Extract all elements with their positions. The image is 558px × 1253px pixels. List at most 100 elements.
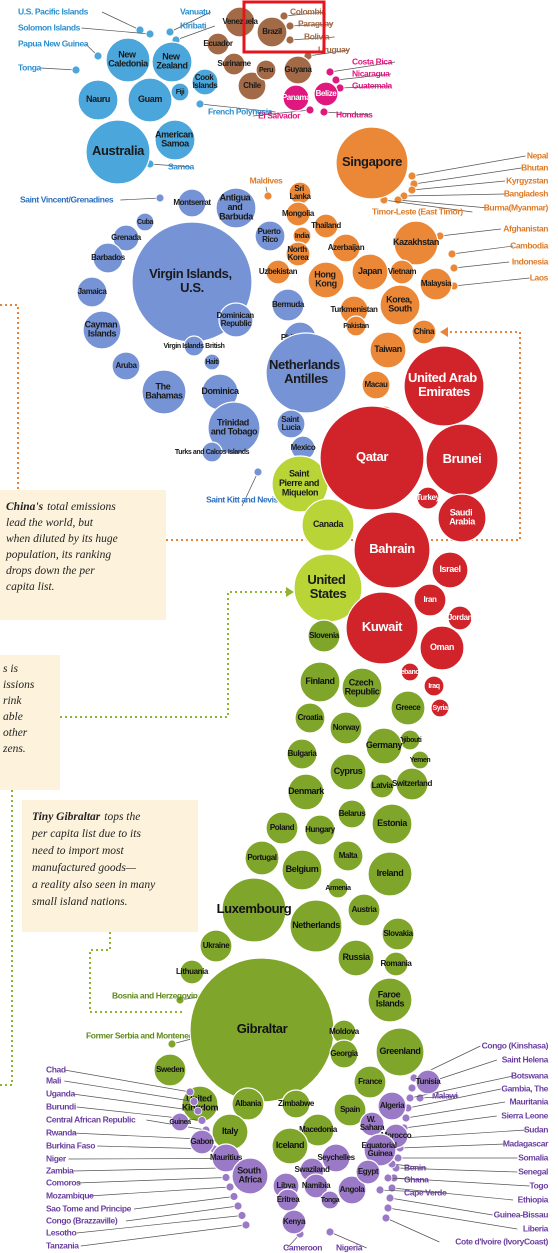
bubble-label-line: Cuba [137,219,153,226]
bubble-label-line: Islands [193,81,219,90]
bubble [393,220,439,266]
bubble-label: Spain [340,1105,360,1114]
bubble [355,1159,381,1185]
bubble-label: Namibia [302,1181,331,1190]
arrow-head [286,587,294,597]
small-bubble [325,1227,335,1237]
bubble-label-line: Islands [88,329,117,339]
bubble-label-line: W. [367,1115,377,1124]
small-bubble [407,1083,417,1093]
leader-line [451,245,514,255]
bubble-label-line: Estonia [377,818,408,828]
bubble [347,893,381,927]
bubble [170,1112,190,1132]
bubble-label: Belgium [286,864,319,874]
small-bubble [197,1116,207,1125]
bubble [332,840,364,872]
bubble-label-line: Islands [376,999,405,1009]
bubble [416,486,440,510]
bubble-label: Kazakhstan [393,237,439,247]
bubble [271,288,305,322]
leader-line [379,1189,448,1194]
bubble-label: Croatia [298,713,324,722]
annotation-text: need to import most [32,845,124,857]
bubble-label-line: Barbuda [219,212,254,222]
bubble-label-line: Bahamas [145,391,183,401]
bubble-label-line: Latvia [372,781,394,790]
bubble-label-line: Saint [281,415,300,424]
bubble [329,711,363,745]
bubble-label-line: Saudi [450,508,475,518]
bubble [419,625,465,671]
bubble [189,1129,215,1155]
leader-line [88,1186,231,1197]
bubble-label: Ecuador [203,39,232,48]
leader-line [453,277,530,287]
bubble-label: Ireland [377,868,404,878]
leader-line [125,1205,239,1222]
bubble-label-line: Lucia [282,423,302,432]
bubble-label-line: Qatar [356,449,388,464]
bubble-label: Venezuela [222,17,258,26]
bubble-label: Virgin Islands, U.S. [149,267,235,296]
bubble-label-line: Peru [259,67,273,74]
annotation-lead: China's [6,501,44,513]
bubble-label-line: Egypt [358,1167,379,1176]
bubble [218,302,254,338]
bubble-label: Italy [222,1126,238,1136]
bubble-label-line: Faroe [378,990,403,1000]
bubble-label: Dominican Republic [216,311,255,328]
bubble [369,331,407,369]
bubble-label: Nauru [86,94,110,104]
bubble-label-line: Guinea [169,1119,191,1126]
bubble [289,899,343,953]
bubble-label: Trinidad and Tobago [211,418,258,437]
bubble-label-line: Canada [313,519,345,529]
bubble [415,1069,441,1095]
bubble-label-line: Turkey [416,493,440,502]
leader-line [391,1187,514,1201]
bubble [345,591,419,665]
bubble [265,332,347,414]
region-group: United Arab Emirates Qatar Brunei Turkey Sau… [319,345,499,718]
small-bubble [241,1220,251,1230]
leader-line [411,180,506,191]
small-bubble [165,27,175,37]
annotation-line: tops the [104,811,140,823]
bubble-label: Saint Pierre and Miquelon [279,469,321,498]
bubble-label: Armenia [325,885,351,892]
bubble [353,511,431,589]
bubble-label: Bermuda [272,300,305,309]
bubble-label-line: Nauru [86,94,110,104]
bubble-label-line: Lanka [289,192,311,201]
bubble-label-line: Kenya [283,1217,306,1226]
bubble [313,81,339,107]
bubble-label-line: Czech [349,678,376,688]
bubble-label-line: Greenland [380,1046,421,1056]
region-group: Costa Rica Nicaragua Guatemala Honduras El S… [252,56,396,120]
bubble-label-line: Antilles [284,371,328,386]
leader-line [403,193,506,197]
bubble [353,1065,387,1099]
annotation-text: per capita list due to its [31,828,141,840]
bubble-label: Lebanon [397,669,423,676]
bubble-label-line: Armenia [325,885,351,892]
bubble-label-line: China [414,327,435,336]
bubble-label-line: Slovakia [383,929,413,938]
bubble-label-line: Chile [243,81,262,90]
bubble [319,405,425,511]
callout-label: El Salvador [258,110,301,120]
bubble-label-line: Belgium [286,864,319,874]
bubble [430,698,450,718]
bubbles-layer: U.S. Pacific Islands Solomon Islands Papua… [18,6,549,1252]
bubble-label-line: Malaysia [421,279,452,288]
bubble-label-line: Taiwan [374,344,401,354]
bubble-label: Syria [432,705,448,712]
bubble [256,16,288,48]
callout-label: Vanuatu [180,6,210,16]
bubble-label: Jamaica [78,287,108,296]
region-group: U.S. Pacific Islands Solomon Islands Papua… [18,6,276,185]
bubble [154,119,196,161]
small-bubble [447,249,457,259]
bubble [335,126,409,200]
